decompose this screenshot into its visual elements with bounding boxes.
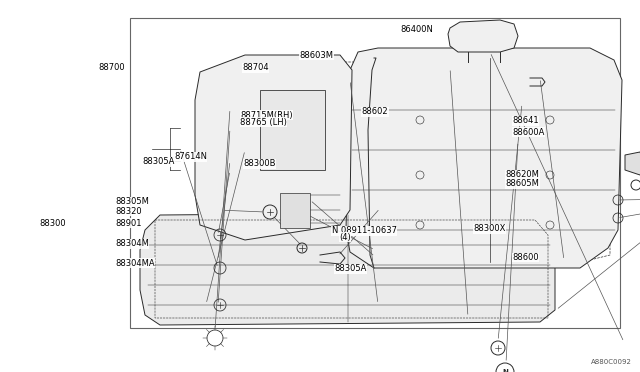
Polygon shape (625, 152, 640, 175)
Text: 88704: 88704 (242, 63, 269, 72)
Bar (280, 193, 310, 228)
Text: 88602: 88602 (362, 107, 388, 116)
Bar (130, 18, 620, 328)
Polygon shape (448, 20, 518, 52)
Text: N: N (502, 369, 508, 372)
Text: 88304MA: 88304MA (115, 259, 155, 268)
Polygon shape (346, 48, 622, 268)
Text: 88600A: 88600A (512, 128, 545, 137)
Text: 88600: 88600 (512, 253, 539, 262)
Text: 86400N: 86400N (400, 25, 433, 34)
Text: 88304M: 88304M (115, 239, 149, 248)
Text: 88305M: 88305M (115, 197, 149, 206)
Text: 88300X: 88300X (474, 224, 506, 233)
Text: 88715M(RH): 88715M(RH) (240, 111, 292, 120)
Text: 88305A: 88305A (334, 264, 367, 273)
Text: 87614N: 87614N (174, 153, 207, 161)
Text: A880C0092: A880C0092 (591, 359, 632, 365)
Text: 88300: 88300 (40, 219, 67, 228)
Bar (260, 90, 325, 170)
Text: 88901: 88901 (115, 219, 141, 228)
Text: 88305A: 88305A (142, 157, 175, 166)
Text: 88300B: 88300B (243, 159, 276, 168)
Text: 88700: 88700 (98, 63, 125, 72)
Text: 88765 (LH): 88765 (LH) (240, 118, 287, 126)
Text: N 08911-10637: N 08911-10637 (332, 226, 397, 235)
Text: 88320: 88320 (115, 207, 142, 216)
Polygon shape (195, 55, 352, 240)
Text: 88620M: 88620M (506, 170, 540, 179)
Text: 88641: 88641 (512, 116, 539, 125)
Polygon shape (140, 212, 555, 325)
Text: 88603M: 88603M (300, 51, 333, 60)
Text: (4): (4) (339, 233, 351, 242)
Text: 88605M: 88605M (506, 179, 540, 188)
